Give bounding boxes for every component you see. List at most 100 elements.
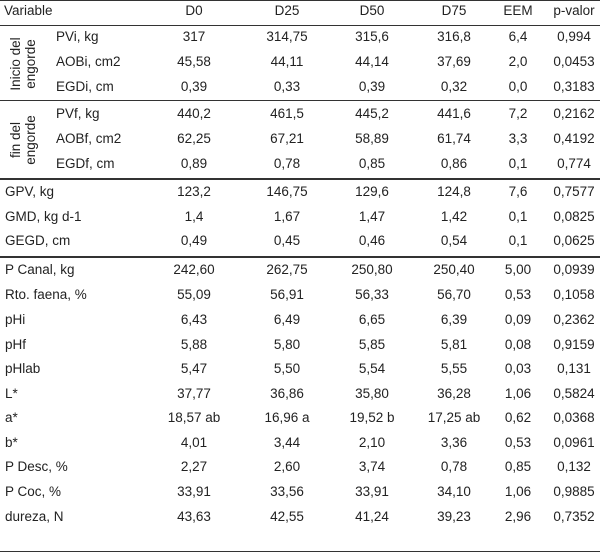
value-cell: 0,2162: [553, 106, 595, 121]
table-row: b* 4,01 3,44 2,10 3,36 0,53 0,0961: [0, 435, 600, 455]
table-row: AOBi, cm2 45,58 44,11 44,14 37,69 2,0 0,0453: [0, 54, 600, 74]
group-label: Inicio del engorde: [8, 28, 52, 100]
value-cell: 6,43: [180, 312, 208, 327]
table-row: GEGD, cm 0,49 0,45 0,46 0,54 0,1 0,0625: [0, 233, 600, 253]
group-label: fin del engorde: [8, 104, 52, 176]
value-cell: 0,33: [273, 79, 301, 94]
value-cell: 0,54: [440, 233, 468, 248]
value-cell: 55,09: [177, 287, 211, 302]
value-cell: 39,23: [437, 509, 471, 524]
value-cell: 0,45: [273, 233, 301, 248]
group-label-line1: Inicio del: [8, 37, 23, 91]
header-cell: D75: [441, 3, 467, 18]
value-cell: 56,91: [270, 287, 304, 302]
value-cell: 44,14: [355, 54, 389, 69]
value-cell: 56,70: [437, 287, 471, 302]
value-cell: 3,3: [508, 131, 528, 146]
value-cell: 0,2362: [553, 312, 595, 327]
table-row: pHi 6,43 6,49 6,65 6,39 0,09 0,2362: [0, 312, 600, 332]
value-cell: 0,9885: [553, 484, 595, 499]
table-row: Rto. faena, % 55,09 56,91 56,33 56,70 0,53 0,1…: [0, 287, 600, 307]
row-label: b*: [5, 435, 18, 450]
value-cell: 5,54: [358, 361, 386, 376]
value-cell: 250,40: [433, 262, 475, 277]
value-cell: 0,09: [504, 312, 532, 327]
header-cell: EEM: [503, 3, 533, 18]
value-cell: 0,1058: [553, 287, 595, 302]
value-cell: 129,6: [355, 184, 389, 199]
value-cell: 0,1: [508, 209, 528, 224]
value-cell: 1,47: [358, 209, 386, 224]
table-row: pHlab 5,47 5,50 5,54 5,55 0,03 0,131: [0, 361, 600, 381]
table-row: P Coc, % 33,91 33,56 33,91 34,10 1,06 0,9885: [0, 484, 600, 504]
group-label-line2: engorde: [23, 39, 38, 89]
value-cell: 0,3183: [553, 79, 595, 94]
value-cell: 0,131: [557, 361, 591, 376]
table-row: a* 18,57 ab 16,96 a 19,52 b 17,25 ab 0,62 0,03…: [0, 410, 600, 430]
value-cell: 242,60: [173, 262, 215, 277]
value-cell: 0,0625: [553, 233, 595, 248]
table-row: GPV, kg 123,2 146,75 129,6 124,8 7,6 0,7577: [0, 184, 600, 204]
value-cell: 1,4: [184, 209, 204, 224]
value-cell: 1,67: [273, 209, 301, 224]
value-cell: 0,78: [273, 156, 301, 171]
value-cell: 2,96: [504, 509, 532, 524]
value-cell: 0,53: [504, 287, 532, 302]
value-cell: 124,8: [437, 184, 471, 199]
table-row: PVf, kg 440,2 461,5 445,2 441,6 7,2 0,2162: [0, 106, 600, 126]
group-label-line1: fin del: [8, 121, 23, 159]
value-cell: 33,91: [355, 484, 389, 499]
value-cell: 0,62: [504, 410, 532, 425]
value-cell: 262,75: [266, 262, 308, 277]
row-label: GPV, kg: [5, 184, 55, 199]
value-cell: 5,00: [504, 262, 532, 277]
value-cell: 1,06: [504, 386, 532, 401]
value-cell: 0,9159: [553, 337, 595, 352]
row-label: GMD, kg d-1: [5, 209, 82, 224]
value-cell: 0,0825: [553, 209, 595, 224]
value-cell: 0,89: [180, 156, 208, 171]
value-cell: 36,28: [437, 386, 471, 401]
value-cell: 0,53: [504, 435, 532, 450]
value-cell: 0,7577: [553, 184, 595, 199]
table-rule: [0, 256, 600, 258]
value-cell: 0,0961: [553, 435, 595, 450]
value-cell: 18,57 ab: [167, 410, 221, 425]
value-cell: 0,0453: [553, 54, 595, 69]
value-cell: 3,36: [440, 435, 468, 450]
value-cell: 33,91: [177, 484, 211, 499]
row-label: EGDi, cm: [56, 79, 114, 94]
row-label: dureza, N: [5, 509, 64, 524]
value-cell: 0,49: [180, 233, 208, 248]
value-cell: 1,06: [504, 484, 532, 499]
value-cell: 0,0939: [553, 262, 595, 277]
value-cell: 0,08: [504, 337, 532, 352]
value-cell: 146,75: [266, 184, 308, 199]
value-cell: 3,44: [273, 435, 301, 450]
value-cell: 5,47: [180, 361, 208, 376]
value-cell: 0,39: [180, 79, 208, 94]
row-label: P Canal, kg: [5, 262, 75, 277]
value-cell: 61,74: [437, 131, 471, 146]
row-label: PVi, kg: [56, 29, 99, 44]
value-cell: 441,6: [437, 106, 471, 121]
value-cell: 1,42: [440, 209, 468, 224]
value-cell: 0,774: [557, 156, 591, 171]
value-cell: 0,03: [504, 361, 532, 376]
value-cell: 0,4192: [553, 131, 595, 146]
table-row: L* 37,77 36,86 35,80 36,28 1,06 0,5824: [0, 386, 600, 406]
value-cell: 17,25 ab: [427, 410, 481, 425]
row-label: a*: [5, 410, 18, 425]
table-row: EGDi, cm 0,39 0,33 0,39 0,32 0,0 0,3183: [0, 79, 600, 99]
value-cell: 5,55: [440, 361, 468, 376]
value-cell: 0,32: [440, 79, 468, 94]
value-cell: 0,1: [508, 233, 528, 248]
table-row: EGDf, cm 0,89 0,78 0,85 0,86 0,1 0,774: [0, 156, 600, 176]
group-label-text: Inicio del engorde: [8, 28, 38, 100]
value-cell: 37,69: [437, 54, 471, 69]
table-rule: [0, 25, 600, 26]
value-cell: 445,2: [355, 106, 389, 121]
value-cell: 33,56: [270, 484, 304, 499]
value-cell: 314,75: [266, 29, 308, 44]
row-label: P Desc, %: [5, 459, 68, 474]
